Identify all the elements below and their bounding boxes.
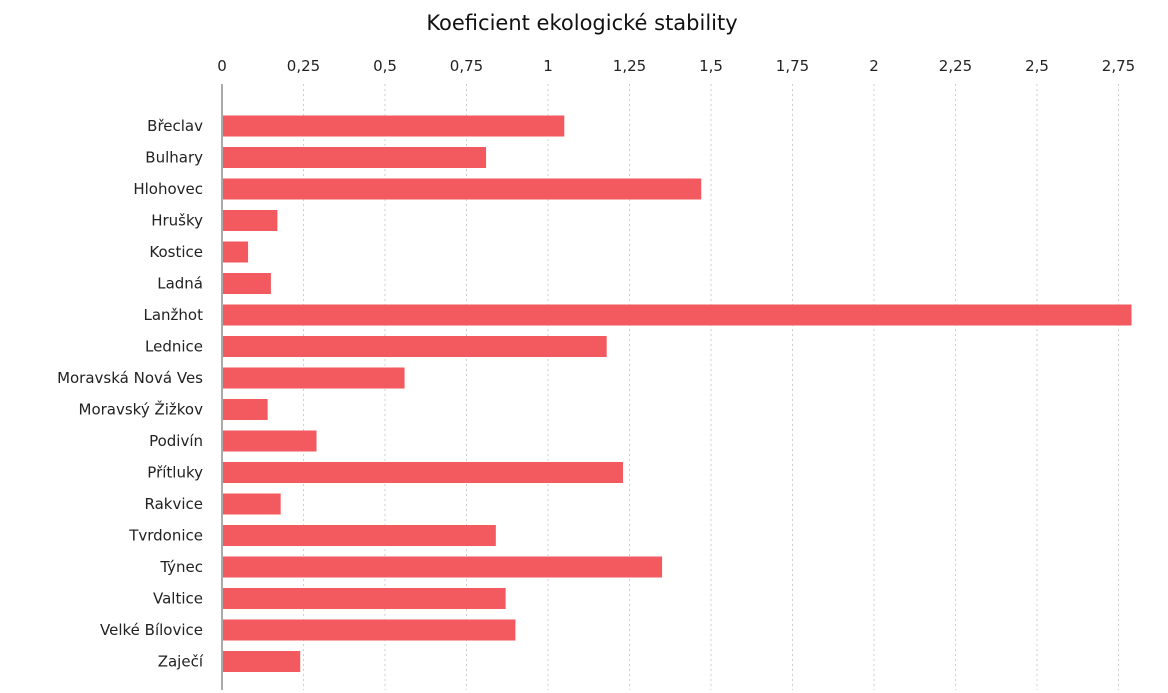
category-label: Zaječí	[158, 653, 204, 671]
bar	[223, 430, 317, 452]
bar	[223, 273, 271, 294]
bar	[223, 210, 278, 231]
category-label: Bulhary	[145, 149, 203, 167]
bar	[223, 619, 516, 641]
category-label: Břeclav	[147, 117, 203, 135]
x-tick-label: 0,25	[287, 57, 320, 75]
x-tick-label: 1	[543, 57, 553, 75]
category-label: Kostice	[149, 243, 203, 261]
bar	[223, 399, 268, 420]
x-axis-ticks: 0 0,25 0,5 0,75 1 1,25 1,5 1,75 2 2,25 2,5 2,75	[217, 57, 1135, 75]
bar	[223, 651, 301, 672]
x-tick-label: 1,25	[613, 57, 646, 75]
bars	[223, 115, 1132, 672]
bar	[223, 336, 607, 357]
bar	[223, 178, 702, 200]
category-label: Moravská Nová Ves	[57, 369, 203, 387]
x-tick-label: 2,5	[1025, 57, 1049, 75]
bar	[223, 241, 249, 263]
x-tick-label: 0,5	[373, 57, 397, 75]
bar	[223, 147, 487, 168]
x-tick-label: 1,5	[699, 57, 723, 75]
category-label: Moravský Žižkov	[79, 400, 204, 419]
category-labels: Břeclav Bulhary Hlohovec Hrušky Kostice Ladná…	[57, 117, 204, 671]
bar	[223, 556, 663, 578]
bar	[223, 462, 623, 483]
category-label: Valtice	[153, 590, 203, 608]
x-tick-label: 2,25	[939, 57, 972, 75]
category-label: Hlohovec	[133, 180, 203, 198]
category-label: Lanžhot	[144, 306, 204, 324]
category-label: Přítluky	[147, 464, 203, 482]
bar	[223, 588, 506, 609]
x-tick-label: 0,75	[450, 57, 483, 75]
chart-title: Koeficient ekologické stability	[426, 11, 737, 35]
x-tick-label: 2	[869, 57, 879, 75]
x-tick-label: 0	[217, 57, 227, 75]
bar	[223, 367, 405, 389]
category-label: Hrušky	[151, 212, 203, 230]
x-tick-label: 2,75	[1102, 57, 1135, 75]
bar	[223, 115, 565, 137]
category-label: Ladná	[157, 275, 203, 293]
category-label: Podivín	[149, 432, 203, 450]
category-label: Velké Bílovice	[100, 621, 203, 639]
bar	[223, 525, 496, 546]
category-label: Rakvice	[145, 495, 204, 513]
x-tick-label: 1,75	[776, 57, 809, 75]
category-label: Týnec	[159, 558, 203, 576]
bar	[223, 493, 281, 515]
bar	[223, 304, 1132, 326]
category-label: Lednice	[145, 338, 203, 356]
category-label: Tvrdonice	[128, 527, 203, 545]
